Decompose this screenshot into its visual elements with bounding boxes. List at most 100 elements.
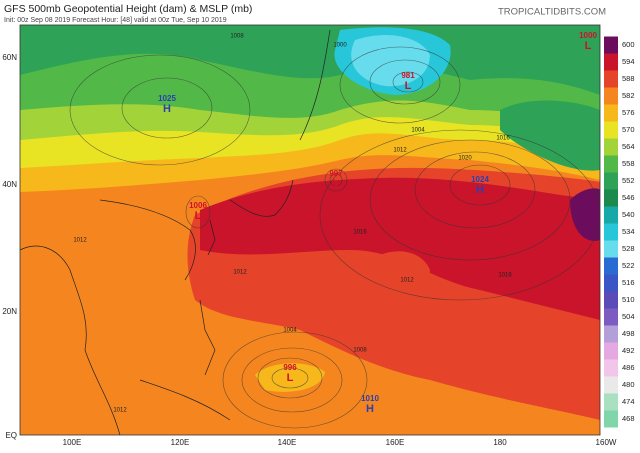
pressure-center-value: 997: [329, 169, 343, 178]
colorbar-label: 516: [622, 278, 635, 287]
latitude-label: 60N: [2, 53, 17, 62]
isobar-label: 1004: [283, 328, 297, 334]
pressure-center-value: 1024: [471, 175, 489, 184]
isobar-label: 1012: [393, 148, 407, 154]
latitude-label: 40N: [2, 180, 17, 189]
height-band: [255, 363, 325, 392]
isobar-label: 1012: [113, 408, 127, 414]
title: GFS 500mb Geopotential Height (dam) & MS…: [4, 3, 252, 15]
colorbar-label: 528: [622, 244, 635, 253]
colorbar-swatch: [604, 206, 618, 224]
isobar-label: 1012: [233, 270, 247, 276]
colorbar-swatch: [604, 87, 618, 105]
pressure-center-value: 981: [401, 71, 415, 80]
colorbar-label: 546: [622, 193, 635, 202]
colorbar-swatch: [604, 104, 618, 122]
colorbar-label: 594: [622, 57, 635, 66]
colorbar-swatch: [604, 155, 618, 173]
isobar-label: 1016: [498, 273, 512, 279]
colorbar-label: 564: [622, 142, 635, 151]
colorbar-swatch: [604, 342, 618, 360]
height-band: [20, 25, 600, 95]
colorbar-label: 510: [622, 295, 635, 304]
colorbar-swatch: [604, 121, 618, 139]
isobar-label: 1016: [353, 230, 367, 236]
colorbar-label: 570: [622, 125, 635, 134]
isobar-label: 1000: [333, 43, 347, 49]
colorbar-label: 552: [622, 176, 635, 185]
colorbar-swatch: [604, 189, 618, 207]
isobar-label: 1004: [411, 128, 425, 134]
colorbar-label: 534: [622, 227, 635, 236]
colorbar-label: 468: [622, 414, 635, 423]
height-band: [570, 188, 600, 241]
pressure-center-letter: H: [476, 184, 484, 196]
longitude-label: 120E: [171, 438, 190, 447]
pressure-center-letter: L: [195, 210, 202, 222]
colorbar-swatch: [604, 257, 618, 275]
isobar-label: 1008: [230, 34, 244, 40]
latitude-label: EQ: [5, 431, 17, 440]
colorbar-label: 498: [622, 329, 635, 338]
longitude-label: 160E: [386, 438, 405, 447]
height-band: [351, 35, 430, 87]
colorbar-label: 600: [622, 40, 635, 49]
isobar-label: 1016: [496, 136, 510, 142]
pressure-center-value: 1006: [189, 201, 207, 210]
pressure-center-letter: L: [405, 80, 412, 92]
longitude-label: 100E: [63, 438, 82, 447]
latitude-label: 20N: [2, 307, 17, 316]
pressure-center-value: 1010: [361, 394, 379, 403]
colorbar-label: 540: [622, 210, 635, 219]
height-band: [500, 100, 600, 171]
colorbar-label: 576: [622, 108, 635, 117]
pressure-center-value: 996: [283, 363, 297, 372]
longitude-label: 160W: [596, 438, 617, 447]
colorbar-label: 474: [622, 397, 635, 406]
isobar-label: 1012: [73, 238, 87, 244]
site-credit: TROPICALTIDBITS.COM: [498, 7, 606, 18]
colorbar-label: 492: [622, 346, 635, 355]
isobar-label: 1012: [400, 278, 414, 284]
pressure-center-letter: H: [366, 403, 374, 415]
longitude-label: 140E: [278, 438, 297, 447]
map-frame: [19, 24, 601, 436]
pressure-center-letter: L: [585, 40, 592, 52]
colorbar-swatch: [604, 223, 618, 241]
colorbar-swatch: [604, 359, 618, 377]
colorbar-label: 522: [622, 261, 635, 270]
colorbar-swatch: [604, 53, 618, 71]
pressure-center-letter: L: [287, 372, 294, 384]
height-band: [200, 177, 600, 320]
colorbar-label: 486: [622, 363, 635, 372]
colorbar-swatch: [604, 410, 618, 428]
colorbar-swatch: [604, 376, 618, 394]
colorbar-label: 582: [622, 91, 635, 100]
colorbar-swatch: [604, 291, 618, 309]
pressure-center-letter: H: [163, 103, 171, 115]
isobar-label: 1008: [353, 348, 367, 354]
height-band: [358, 251, 430, 304]
colorbar-label: 480: [622, 380, 635, 389]
subtitle: Init: 00z Sep 08 2019 Forecast Hour: [48…: [4, 17, 227, 24]
colorbar-swatch: [604, 274, 618, 292]
colorbar-label: 504: [622, 312, 635, 321]
colorbar-swatch: [604, 393, 618, 411]
isobars: [69, 46, 600, 429]
colorbar-label: 588: [622, 74, 635, 83]
pressure-center-value: 1025: [158, 94, 176, 103]
colorbar-swatch: [604, 325, 618, 343]
pressure-center-letter: L: [333, 178, 340, 190]
colorbar-swatch: [604, 172, 618, 190]
colorbar-swatch: [604, 70, 618, 88]
colorbar-swatch: [604, 240, 618, 258]
coastlines: [20, 29, 331, 435]
longitude-label: 180: [493, 438, 507, 447]
colorbar-swatch: [604, 308, 618, 326]
pressure-center-value: 1000: [579, 31, 597, 40]
colorbar-swatch: [604, 138, 618, 156]
colorbar-label: 558: [622, 159, 635, 168]
isobar-label: 1020: [458, 156, 472, 162]
colorbar-swatch: [604, 36, 618, 54]
